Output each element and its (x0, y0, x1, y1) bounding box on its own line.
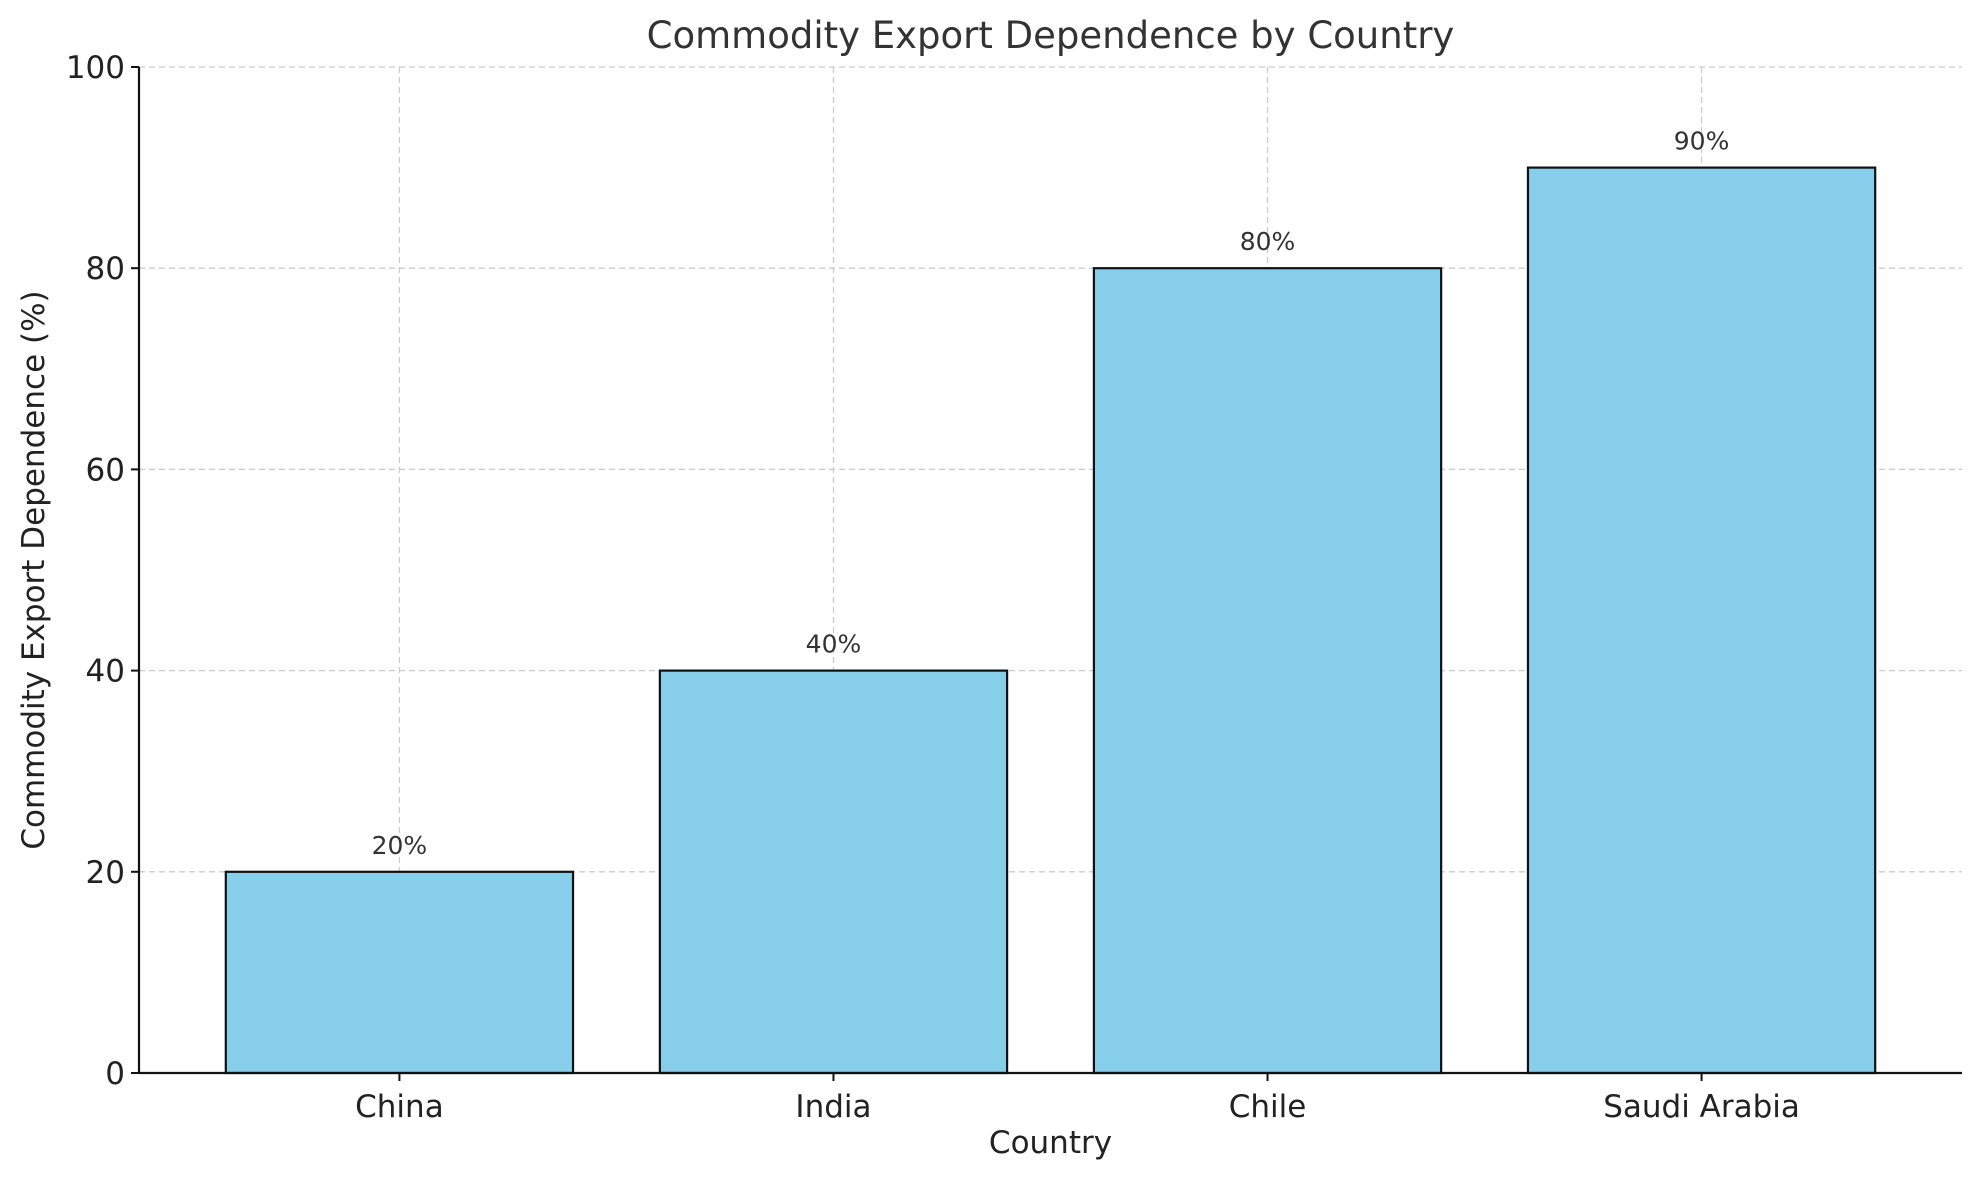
bar-value-label: 40% (806, 630, 862, 659)
bar-value-label: 90% (1674, 127, 1730, 156)
y-tick-label: 60 (86, 452, 125, 488)
y-tick-label: 80 (86, 251, 125, 287)
bar-value-label: 20% (372, 831, 428, 860)
x-tick-label: China (355, 1089, 444, 1125)
x-tick-label: Chile (1229, 1089, 1307, 1125)
y-tick-label: 0 (105, 1056, 125, 1092)
y-tick-label: 20 (86, 855, 125, 891)
data-labels: 20% 40% 80% 90% (372, 127, 1730, 860)
y-axis-title: Commodity Export Dependence (%) (16, 290, 52, 849)
bar-value-label: 80% (1240, 227, 1296, 256)
x-axis-title: Country (989, 1125, 1112, 1161)
bar-india (658, 669, 1009, 1075)
bar-chile (1092, 267, 1443, 1075)
bars (224, 166, 1877, 1075)
y-tick-label: 100 (66, 50, 125, 86)
axes (137, 67, 1962, 1075)
chart-title: Commodity Export Dependence by Country (647, 14, 1455, 57)
y-tick-label: 40 (86, 654, 125, 690)
x-tick-label: Saudi Arabia (1603, 1089, 1800, 1125)
bar-saudi-arabia (1526, 166, 1877, 1075)
bar-china (224, 870, 575, 1075)
x-tick-label: India (795, 1089, 871, 1125)
ticks: 0 20 40 60 80 100 China India Chile Saudi Arabia (66, 50, 1800, 1125)
